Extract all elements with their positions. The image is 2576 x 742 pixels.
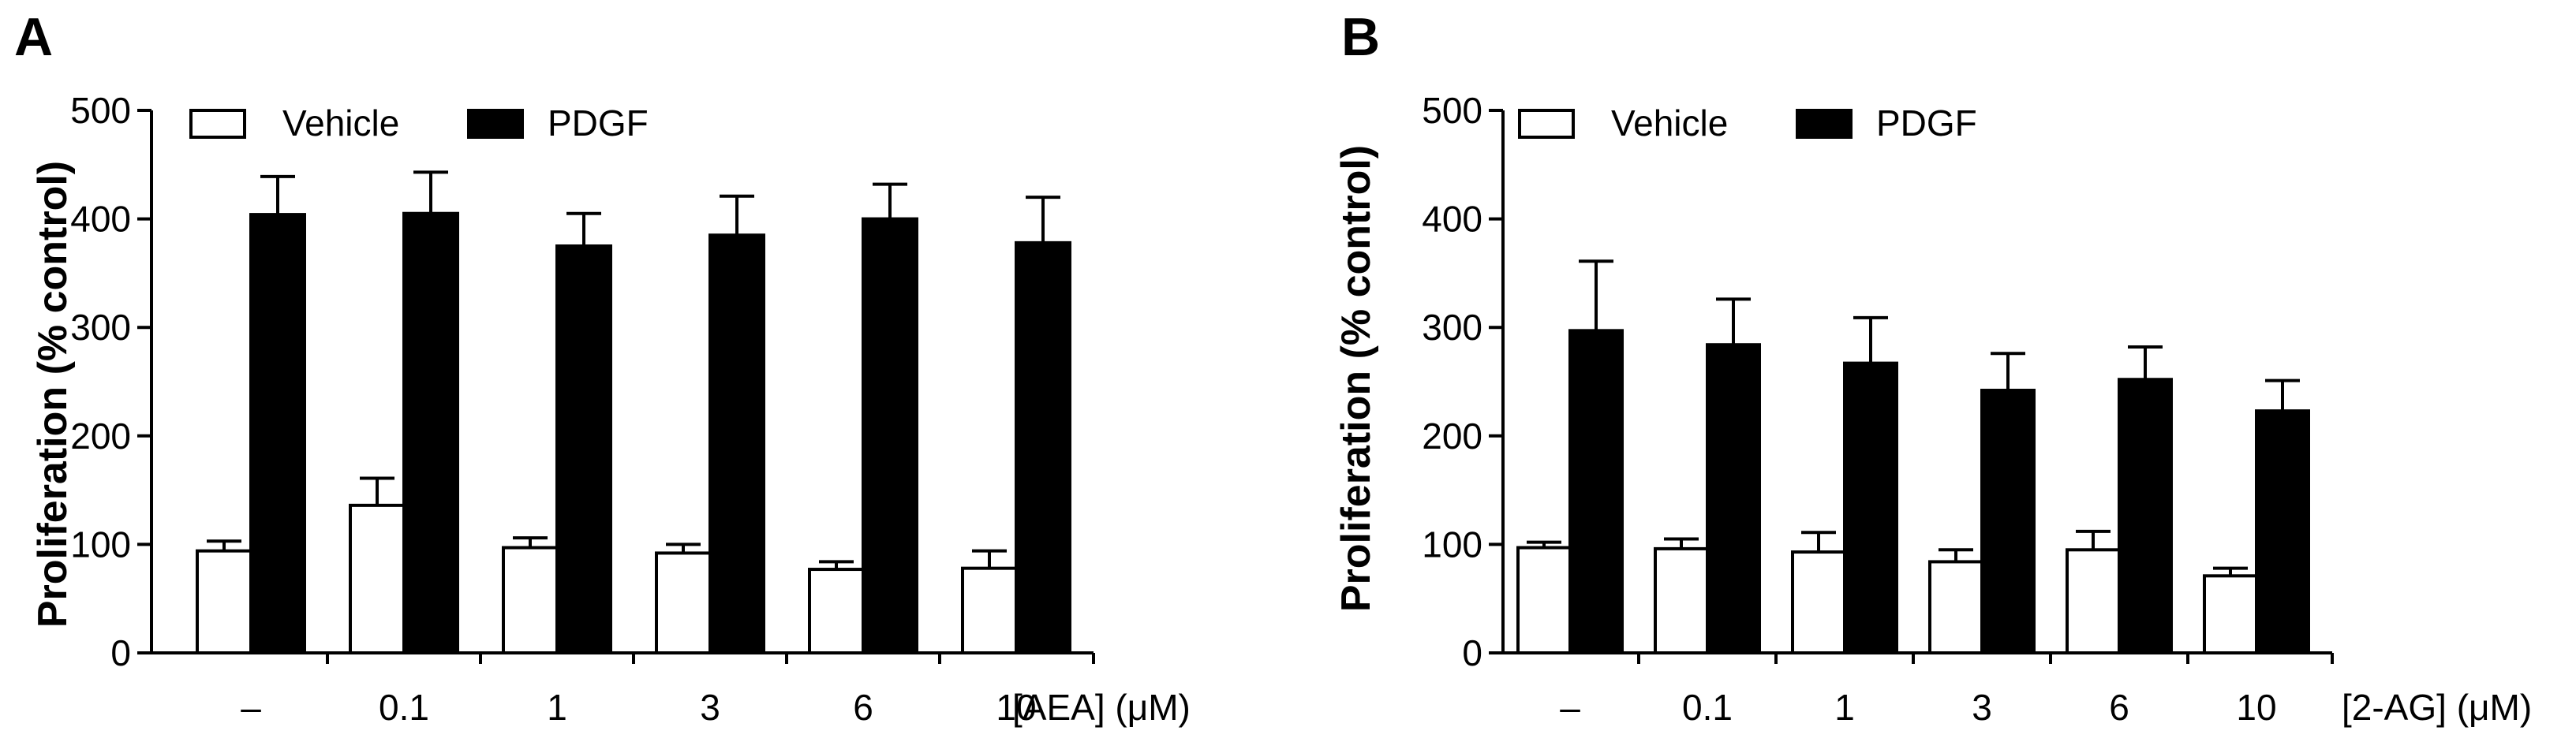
error-bar xyxy=(513,536,548,548)
error-bar xyxy=(1801,531,1836,553)
bars xyxy=(196,170,1071,655)
pdgf-bar xyxy=(1015,240,1071,654)
y-tick-label: 400 xyxy=(70,199,131,240)
error-bar xyxy=(566,211,601,246)
legend-label-pdgf: PDGF xyxy=(1876,103,1977,144)
error-bar xyxy=(2265,378,2300,412)
error-bar xyxy=(720,194,754,236)
y-tick-label: 300 xyxy=(70,307,131,348)
vehicle-bar xyxy=(655,551,712,655)
error-bar xyxy=(1716,297,1751,345)
vehicle-bar xyxy=(2203,574,2258,655)
pdgf-bar xyxy=(708,233,765,654)
axes: 0 100 200 300 400 500 – 0.1 1 3 6 10 xyxy=(70,90,1095,728)
vehicle-bar xyxy=(961,566,1018,654)
pdgf-bar xyxy=(1568,329,1624,654)
panel-letter: A xyxy=(14,7,53,67)
vehicle-bar xyxy=(502,546,559,655)
y-tick-label: 100 xyxy=(1422,524,1482,565)
pdgf-bar xyxy=(862,217,918,655)
bars xyxy=(1516,259,2310,655)
x-category-label: 3 xyxy=(1972,687,1992,728)
y-tick-label: 500 xyxy=(1422,90,1482,131)
y-tick-label: 300 xyxy=(1422,307,1482,348)
y-axis-title: Proliferation (% control) xyxy=(1333,145,1379,612)
x-category-label: 0.1 xyxy=(1682,687,1733,728)
x-category-label: 10 xyxy=(996,687,1036,728)
vehicle-bar xyxy=(1516,546,1572,655)
error-bar xyxy=(207,539,241,551)
error-bar xyxy=(972,549,1007,569)
vehicle-bar xyxy=(1654,546,1709,654)
error-bar xyxy=(2076,529,2111,550)
vehicle-bar xyxy=(349,503,406,655)
error-bar xyxy=(1939,548,1973,562)
pdgf-bar xyxy=(402,211,459,655)
vehicle-bar xyxy=(808,568,865,654)
pdgf-bar xyxy=(1843,361,1898,654)
error-bar xyxy=(413,170,448,214)
legend-swatch-pdgf xyxy=(1796,109,1853,139)
legend-swatch-pdgf xyxy=(467,109,524,139)
y-tick-label: 400 xyxy=(1422,199,1482,240)
error-bar xyxy=(1579,259,1613,331)
legend-label-pdgf: PDGF xyxy=(548,103,649,144)
pdgf-bar xyxy=(555,244,612,654)
legend: Vehicle PDGF xyxy=(1518,103,1977,144)
error-bar xyxy=(1664,537,1699,549)
y-axis-title: Proliferation (% control) xyxy=(30,161,76,628)
legend-label-vehicle: Vehicle xyxy=(1611,103,1728,144)
legend-label-vehicle: Vehicle xyxy=(282,103,399,144)
vehicle-bar xyxy=(196,549,252,654)
x-category-label: 0.1 xyxy=(379,687,429,728)
legend-swatch-vehicle xyxy=(189,109,246,139)
error-bar xyxy=(1026,196,1060,243)
error-bar xyxy=(1991,352,2025,391)
pdgf-bar xyxy=(249,213,306,654)
y-tick-label: 100 xyxy=(70,524,131,565)
error-bar xyxy=(873,182,907,219)
y-tick-label: 0 xyxy=(110,632,131,673)
x-category-label: 1 xyxy=(547,687,567,728)
y-tick-label: 500 xyxy=(70,90,131,131)
pdgf-bar xyxy=(1706,343,1761,654)
error-bar xyxy=(260,174,295,215)
legend-swatch-vehicle xyxy=(1518,109,1575,139)
pdgf-bar xyxy=(2255,409,2310,654)
x-category-label: – xyxy=(241,687,261,728)
x-category-label: 10 xyxy=(2236,687,2276,728)
vehicle-bar xyxy=(1928,560,1983,655)
x-category-label: – xyxy=(1560,687,1580,728)
x-axis-title: [AEA] (μM) xyxy=(1012,687,1191,728)
vehicle-bar xyxy=(2066,548,2121,655)
x-category-label: 6 xyxy=(853,687,873,728)
panel-letter: B xyxy=(1341,7,1380,67)
x-category-label: 6 xyxy=(2109,687,2129,728)
x-category-label: 3 xyxy=(700,687,720,728)
error-bar xyxy=(360,476,394,505)
legend: Vehicle PDGF xyxy=(189,103,649,144)
y-tick-label: 200 xyxy=(70,416,131,457)
x-category-label: 1 xyxy=(1834,687,1855,728)
y-tick-label: 0 xyxy=(1462,632,1482,673)
vehicle-bar xyxy=(1791,550,1846,654)
y-tick-label: 200 xyxy=(1422,416,1482,457)
error-bar xyxy=(2128,345,2163,380)
pdgf-bar xyxy=(2118,378,2173,654)
axes: 0 100 200 300 400 500 – 0.1 1 3 6 10 xyxy=(1422,90,2334,728)
x-axis-title: [2-AG] (μM) xyxy=(2342,687,2532,728)
error-bar xyxy=(1853,315,1888,364)
pdgf-bar xyxy=(1980,389,2036,654)
